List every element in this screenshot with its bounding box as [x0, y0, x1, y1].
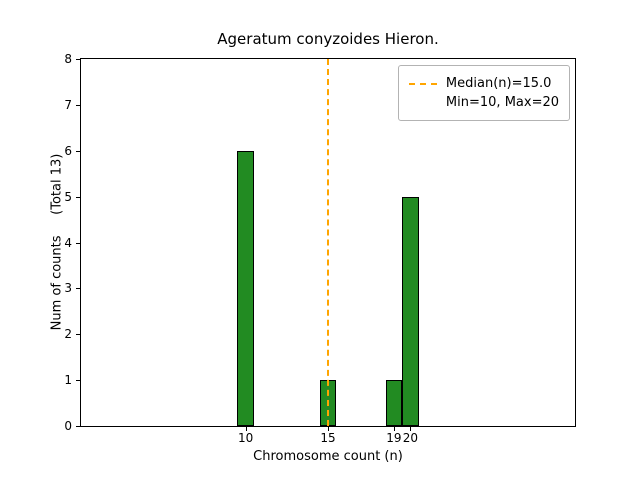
y-tick-mark: [76, 380, 80, 382]
bar: [385, 380, 403, 426]
y-tick-label: 2: [64, 327, 72, 342]
legend: Median(n)=15.0 Min=10, Max=20: [397, 65, 570, 121]
chart-title: Ageratum conyzoides Hieron.: [217, 30, 439, 48]
x-tick-label: 10: [238, 431, 254, 445]
x-tick-label: 20: [402, 431, 418, 445]
bar: [237, 150, 254, 426]
legend-item: Median(n)=15.0: [408, 74, 559, 93]
y-tick-mark: [76, 104, 80, 106]
x-tick-label: 19: [386, 431, 402, 445]
y-tick-label: 0: [64, 419, 72, 433]
y-tick-label: 3: [64, 281, 72, 296]
y-tick-mark: [76, 426, 80, 427]
x-tick-mark: [328, 427, 329, 431]
median-dashed-line-icon: [408, 82, 437, 85]
y-tick-mark: [76, 288, 80, 290]
legend-item: Min=10, Max=20: [409, 93, 559, 112]
y-tick-mark: [76, 242, 80, 244]
y-tick-label: 1: [64, 373, 72, 388]
y-tick-mark: [76, 59, 80, 60]
x-tick-mark: [245, 427, 247, 431]
y-tick-label: 7: [64, 97, 72, 112]
bar: [402, 196, 419, 426]
legend-label: Min=10, Max=20: [445, 95, 559, 110]
y-tick-label: 4: [64, 235, 72, 250]
y-tick-mark: [76, 196, 80, 198]
legend-label: Median(n)=15.0: [445, 76, 552, 91]
y-tick-label: 5: [64, 189, 72, 204]
y-tick-label: 8: [64, 52, 72, 66]
x-axis-label: Chromosome count (n): [253, 449, 403, 464]
legend-blank-handle: [409, 102, 437, 104]
median-line: [327, 59, 329, 426]
y-tick-mark: [76, 334, 80, 336]
x-tick-mark: [410, 427, 412, 431]
y-tick-label: 6: [64, 143, 72, 158]
x-tick-label: 15: [320, 431, 336, 445]
x-tick-mark: [393, 427, 395, 431]
y-tick-mark: [76, 150, 80, 152]
